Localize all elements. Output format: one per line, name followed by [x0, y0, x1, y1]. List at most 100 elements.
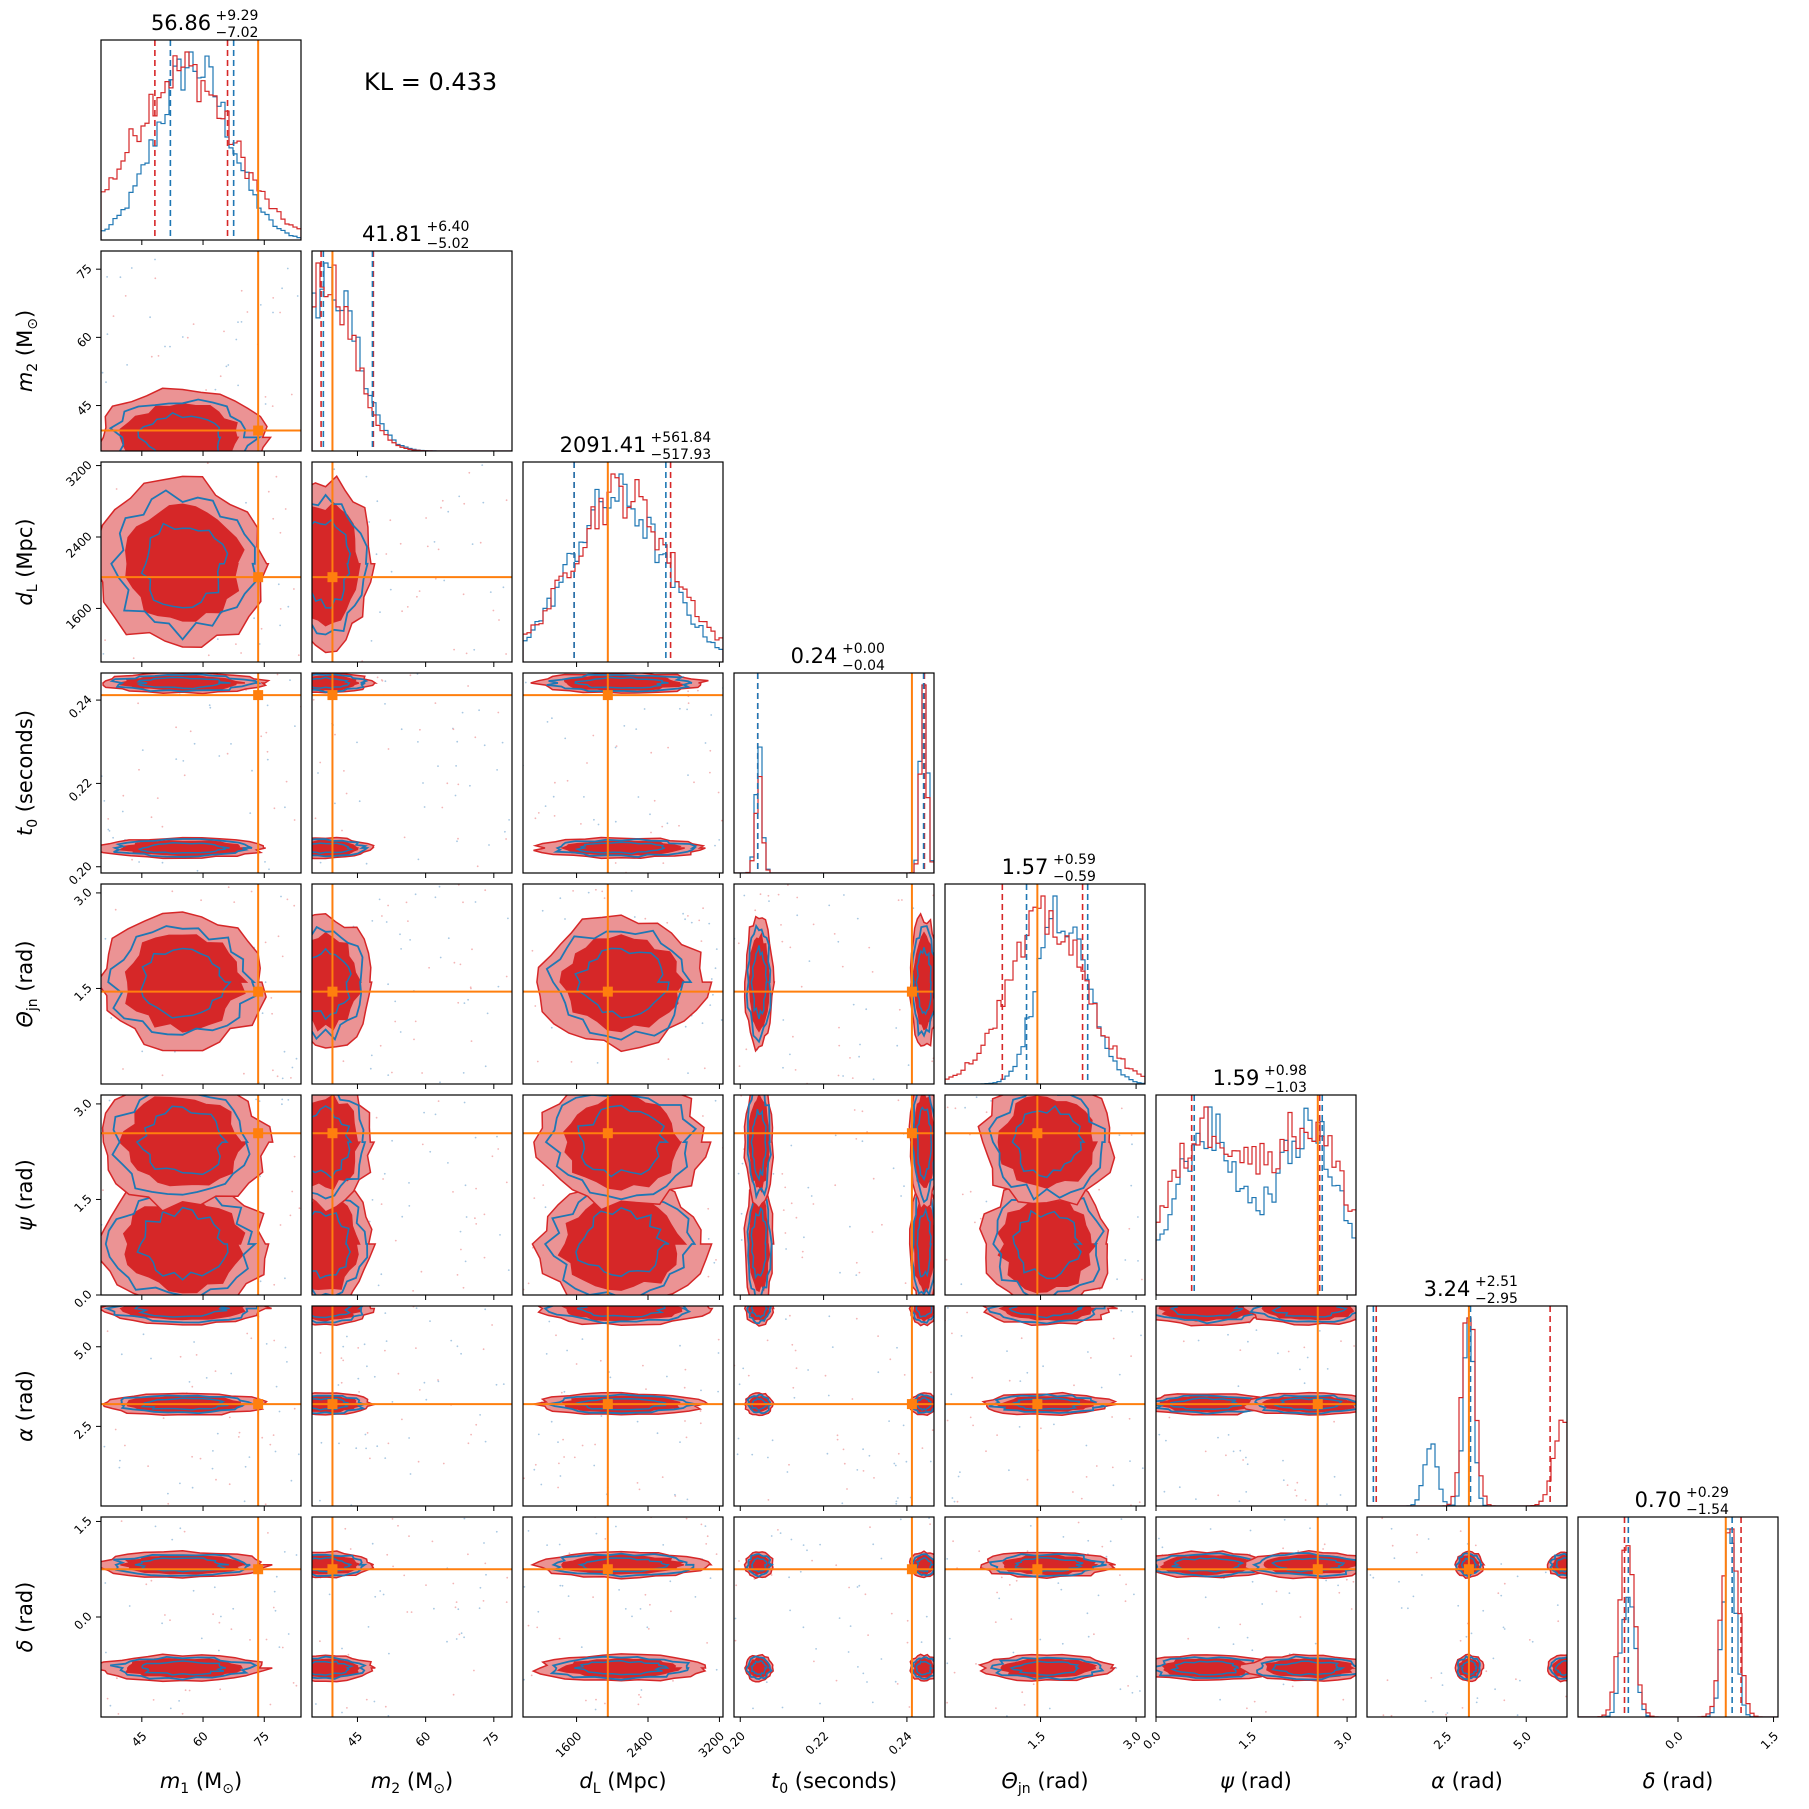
- scatter-point: [216, 638, 219, 640]
- density-contour-blue-inner: [576, 1306, 666, 1318]
- scatter-point: [284, 508, 287, 510]
- scatter-point: [208, 704, 211, 707]
- scatter-point: [667, 1058, 670, 1060]
- scatter-point: [474, 736, 477, 739]
- scatter-point: [945, 1258, 948, 1261]
- scatter-point: [447, 1162, 449, 1164]
- panel-content-6-1: [312, 1306, 512, 1506]
- scatter-point: [1251, 1649, 1254, 1652]
- scatter-point: [889, 1358, 892, 1361]
- scatter-point: [130, 267, 133, 269]
- scatter-point: [213, 1586, 216, 1589]
- scatter-point: [581, 1338, 584, 1340]
- scatter-point: [637, 796, 640, 798]
- scatter-point: [192, 323, 195, 325]
- scatter-point: [946, 1701, 948, 1704]
- scatter-point: [1026, 1478, 1029, 1481]
- xtick-label-t0: 0.20: [719, 1729, 748, 1758]
- scatter-point: [433, 1607, 435, 1610]
- scatter-point: [122, 1068, 124, 1070]
- scatter-point: [391, 1139, 393, 1142]
- scatter-point: [464, 1184, 467, 1187]
- scatter-point: [847, 1651, 850, 1653]
- hist-red-alpha: [1367, 1317, 1567, 1506]
- scatter-point: [693, 781, 695, 784]
- scatter-point: [855, 1261, 858, 1264]
- scatter-point: [266, 750, 269, 753]
- scatter-point: [1133, 1593, 1135, 1596]
- scatter-point: [1338, 1591, 1341, 1594]
- ytick-label-alpha: 5.0: [71, 1339, 94, 1362]
- scatter-point: [446, 1640, 448, 1643]
- scatter-point: [423, 1111, 425, 1114]
- scatter-point: [211, 1467, 214, 1470]
- scatter-point: [985, 1450, 987, 1453]
- scatter-point: [1227, 1434, 1230, 1436]
- scatter-point: [599, 1359, 602, 1362]
- density-contour-blue: [312, 838, 370, 858]
- scatter-point: [462, 1286, 465, 1289]
- scatter-point: [871, 971, 874, 973]
- ylabel-thetajn: Θjn (rad): [13, 940, 41, 1027]
- scatter-point: [712, 993, 714, 996]
- scatter-point: [387, 983, 389, 986]
- scatter-point: [838, 1617, 841, 1619]
- scatter-point: [1497, 1592, 1500, 1595]
- scatter-point: [1494, 1688, 1496, 1691]
- scatter-point: [601, 890, 604, 893]
- scatter-point: [463, 1101, 466, 1104]
- scatter-point: [1239, 1623, 1242, 1626]
- panel-frame: [944, 1305, 1146, 1507]
- panel-frame: [522, 1305, 724, 1507]
- scatter-point: [1131, 1143, 1133, 1146]
- scatter-point: [358, 800, 361, 803]
- scatter-point: [614, 862, 617, 864]
- scatter-point: [866, 1681, 868, 1683]
- scatter-point: [376, 676, 379, 679]
- panel-frame: [733, 1094, 935, 1296]
- scatter-point: [101, 371, 104, 374]
- density-contour-blue-inner: [137, 412, 222, 451]
- hist-blue-t0: [734, 684, 934, 873]
- scatter-point: [534, 1463, 537, 1466]
- scatter-point: [483, 1256, 486, 1259]
- scatter-point: [248, 1456, 251, 1458]
- scatter-point: [618, 1589, 620, 1591]
- scatter-point: [1112, 1484, 1115, 1487]
- scatter-point: [1369, 1574, 1372, 1576]
- scatter-point: [1085, 1444, 1088, 1447]
- density-contour-inner: [1551, 1657, 1567, 1679]
- scatter-point: [269, 1443, 272, 1446]
- ytick-label-psi: 3.0: [71, 1096, 94, 1119]
- scatter-point: [550, 1420, 553, 1423]
- scatter-point: [969, 1416, 972, 1419]
- scatter-point: [1249, 1529, 1252, 1532]
- scatter-point: [434, 1113, 437, 1116]
- scatter-point: [281, 1646, 284, 1649]
- scatter-point: [906, 1641, 909, 1644]
- scatter-point: [394, 1000, 397, 1003]
- title-m2: 41.81: [362, 222, 422, 246]
- ytick-label-t0: 0.20: [66, 859, 95, 888]
- scatter-point: [415, 1307, 418, 1309]
- scatter-point: [154, 258, 156, 261]
- density-contour-inner: [559, 934, 687, 1033]
- density-contour-blue: [312, 925, 364, 1041]
- scatter-point: [717, 1338, 720, 1341]
- scatter-point: [191, 1455, 194, 1458]
- scatter-point: [394, 1239, 397, 1242]
- scatter-point: [281, 1077, 284, 1080]
- scatter-point: [636, 1420, 639, 1423]
- scatter-point: [1386, 1679, 1389, 1682]
- panel-m2-vs-m2: 41.81 +6.40−5.02: [311, 219, 513, 456]
- scatter-point: [969, 1190, 972, 1193]
- scatter-point: [258, 1100, 261, 1102]
- density-contour-blue-inner: [574, 841, 665, 855]
- scatter-point: [264, 941, 267, 944]
- truth-marker: [253, 1128, 264, 1139]
- scatter-point: [496, 1135, 498, 1138]
- density-contour-inner: [560, 1306, 685, 1322]
- scatter-point: [1282, 1459, 1284, 1462]
- scatter-point: [545, 1353, 548, 1355]
- scatter-point: [150, 1357, 152, 1360]
